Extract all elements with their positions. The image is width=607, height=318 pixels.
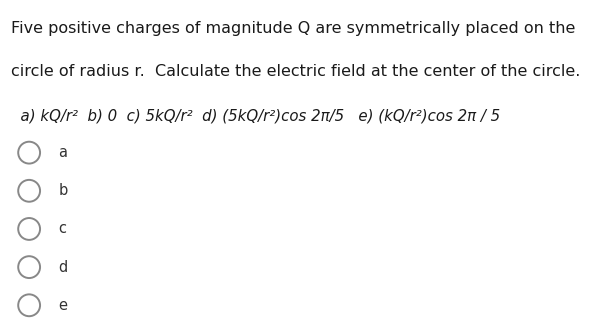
Text: d: d	[58, 259, 67, 275]
Text: Five positive charges of magnitude Q are symmetrically placed on the: Five positive charges of magnitude Q are…	[11, 21, 575, 36]
Text: circle of radius r.  Calculate the electric field at the center of the circle.: circle of radius r. Calculate the electr…	[11, 64, 580, 79]
Text: e: e	[58, 298, 67, 313]
Text: b: b	[58, 183, 67, 198]
Text: a) kQ/r²  b) 0  c) 5kQ/r²  d) (5kQ/r²)cos 2π/5   e) (kQ/r²)cos 2π / 5: a) kQ/r² b) 0 c) 5kQ/r² d) (5kQ/r²)cos 2…	[11, 108, 500, 123]
Text: c: c	[58, 221, 66, 237]
Text: a: a	[58, 145, 67, 160]
